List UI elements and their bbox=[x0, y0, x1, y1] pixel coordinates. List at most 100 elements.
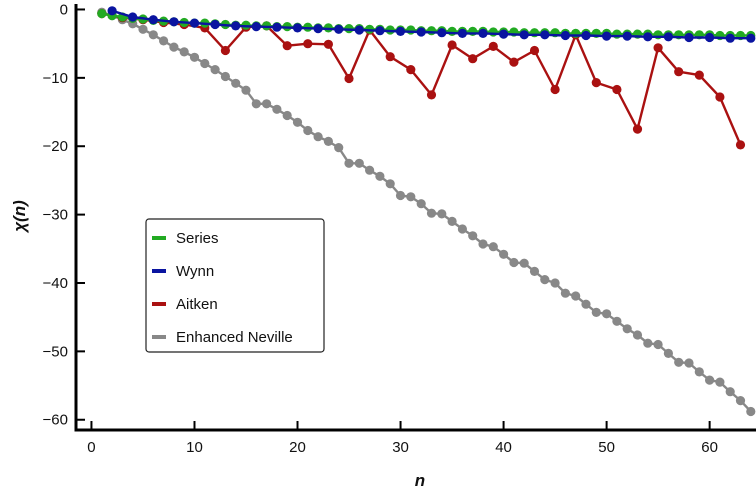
data-point-enhanced-neville bbox=[241, 85, 251, 95]
data-point-enhanced-neville bbox=[499, 249, 509, 259]
series-enhanced-neville bbox=[97, 7, 756, 417]
data-point-wynn bbox=[519, 30, 529, 40]
y-tick-label: −20 bbox=[43, 138, 68, 155]
data-point-series bbox=[653, 30, 663, 40]
data-point-enhanced-neville bbox=[169, 42, 179, 52]
data-point-enhanced-neville bbox=[303, 125, 313, 136]
data-point-wynn bbox=[602, 31, 612, 41]
data-point-wynn bbox=[251, 22, 261, 32]
data-point-series bbox=[468, 26, 478, 36]
series-line-aitken bbox=[101, 12, 742, 146]
data-point-enhanced-neville bbox=[416, 199, 426, 209]
data-point-enhanced-neville bbox=[468, 231, 478, 241]
data-point-enhanced-neville bbox=[674, 357, 684, 367]
data-point-wynn bbox=[622, 31, 632, 41]
data-point-wynn bbox=[313, 24, 323, 34]
data-point-wynn bbox=[375, 26, 385, 36]
data-point-wynn bbox=[395, 26, 406, 36]
data-point-aitken bbox=[220, 45, 230, 56]
x-tick-label: 60 bbox=[701, 439, 718, 456]
data-point-aitken bbox=[550, 84, 560, 95]
data-point-enhanced-neville bbox=[581, 299, 591, 309]
data-point-aitken bbox=[468, 54, 478, 64]
data-point-aitken bbox=[426, 90, 437, 100]
data-point-enhanced-neville bbox=[602, 309, 612, 319]
data-point-aitken bbox=[303, 39, 313, 49]
data-point-wynn bbox=[272, 22, 282, 32]
data-point-enhanced-neville bbox=[138, 24, 148, 34]
legend-label-series: Series bbox=[176, 230, 219, 247]
data-point-enhanced-neville bbox=[560, 288, 571, 298]
data-point-enhanced-neville bbox=[643, 338, 653, 348]
data-point-wynn bbox=[210, 19, 220, 30]
data-point-wynn bbox=[189, 18, 200, 28]
data-point-wynn bbox=[231, 21, 241, 31]
data-point-enhanced-neville bbox=[292, 117, 303, 127]
y-tick-label: 0 bbox=[60, 1, 68, 18]
y-tick-label: −40 bbox=[43, 275, 68, 292]
data-point-wynn bbox=[684, 32, 694, 43]
data-point-enhanced-neville bbox=[632, 330, 643, 340]
legend: Series Wynn Aitken Enhanced Neville bbox=[145, 218, 325, 353]
data-point-enhanced-neville bbox=[313, 132, 323, 142]
data-point-wynn bbox=[457, 28, 467, 38]
data-point-aitken bbox=[591, 78, 601, 88]
data-point-aitken bbox=[509, 57, 519, 67]
data-point-enhanced-neville bbox=[447, 216, 457, 226]
x-tick-label: 20 bbox=[289, 439, 306, 456]
data-point-enhanced-neville bbox=[375, 171, 385, 181]
data-point-enhanced-neville bbox=[488, 242, 498, 252]
data-point-wynn bbox=[148, 15, 158, 25]
x-tick-label: 30 bbox=[392, 439, 409, 456]
data-point-enhanced-neville bbox=[612, 316, 622, 326]
data-point-series bbox=[447, 26, 457, 36]
data-point-wynn bbox=[725, 33, 735, 43]
data-point-wynn bbox=[499, 29, 509, 39]
data-point-enhanced-neville bbox=[262, 99, 272, 109]
data-point-enhanced-neville bbox=[509, 257, 519, 268]
data-point-enhanced-neville bbox=[725, 387, 735, 397]
data-point-aitken bbox=[694, 70, 704, 80]
legend-box bbox=[145, 218, 325, 353]
data-point-wynn bbox=[746, 33, 756, 43]
ticks: 0 10 20 30 40 50 60 0 −10 −20 −30 −40 −50 −60 bbox=[43, 1, 718, 456]
data-point-enhanced-neville bbox=[210, 65, 220, 75]
data-point-wynn bbox=[663, 32, 674, 42]
data-point-enhanced-neville bbox=[653, 339, 663, 350]
data-point-enhanced-neville bbox=[591, 307, 601, 317]
legend-label-enhanced-neville: Enhanced Neville bbox=[176, 329, 293, 346]
data-point-enhanced-neville bbox=[251, 99, 261, 109]
data-point-aitken bbox=[282, 41, 292, 51]
data-point-wynn bbox=[705, 32, 715, 43]
data-point-series bbox=[97, 9, 107, 19]
x-tick-label: 10 bbox=[186, 439, 203, 456]
data-point-aitken bbox=[488, 41, 498, 52]
data-point-enhanced-neville bbox=[354, 158, 364, 168]
y-axis-label: χ(n) bbox=[10, 200, 29, 234]
data-point-enhanced-neville bbox=[395, 190, 406, 201]
data-point-enhanced-neville bbox=[622, 324, 632, 334]
series-line-enhanced-neville bbox=[101, 11, 752, 413]
data-point-enhanced-neville bbox=[426, 208, 437, 218]
data-point-enhanced-neville bbox=[334, 143, 344, 153]
data-point-series bbox=[406, 25, 416, 35]
data-point-enhanced-neville bbox=[365, 165, 375, 175]
data-point-aitken bbox=[632, 124, 643, 134]
data-point-wynn bbox=[169, 17, 179, 27]
data-point-aitken bbox=[674, 67, 684, 77]
x-tick-label: 40 bbox=[495, 439, 512, 456]
data-point-enhanced-neville bbox=[705, 375, 715, 385]
data-point-enhanced-neville bbox=[540, 275, 550, 285]
data-point-wynn bbox=[354, 25, 364, 35]
data-point-wynn bbox=[478, 28, 488, 38]
data-point-enhanced-neville bbox=[684, 358, 694, 368]
data-point-wynn bbox=[334, 24, 344, 34]
data-point-enhanced-neville bbox=[179, 47, 189, 57]
data-point-enhanced-neville bbox=[715, 377, 725, 387]
data-point-enhanced-neville bbox=[344, 158, 354, 168]
data-point-enhanced-neville bbox=[735, 396, 746, 406]
data-point-enhanced-neville bbox=[282, 110, 292, 121]
data-point-wynn bbox=[581, 30, 591, 41]
data-point-enhanced-neville bbox=[406, 192, 416, 202]
